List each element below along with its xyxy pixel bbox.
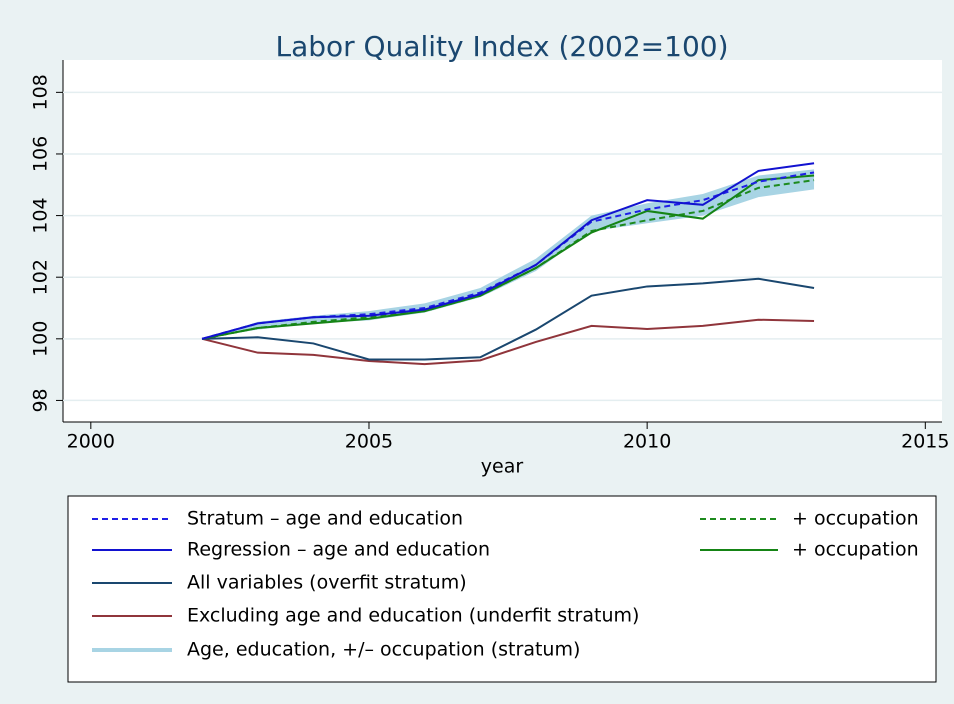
x-tick-label: 2015: [901, 431, 949, 453]
confidence-band: [202, 169, 815, 339]
y-tick-label: 106: [30, 136, 52, 172]
plot-area: [63, 60, 942, 422]
y-tick-label: 98: [30, 388, 52, 412]
line-series: [201, 162, 815, 340]
legend-label: Stratum – age and education: [187, 508, 463, 530]
x-axis-title: year: [481, 456, 524, 478]
legend-label: Regression – age and education: [187, 539, 490, 561]
x-tick-label: 2005: [345, 431, 393, 453]
legend-label: Age, education, +/– occupation (stratum): [187, 639, 580, 661]
y-tick-label: 100: [30, 321, 52, 357]
x-tick-label: 2010: [623, 431, 671, 453]
x-tick-label: 2000: [67, 431, 115, 453]
y-tick-label: 108: [30, 74, 52, 110]
y-tick-label: 102: [30, 259, 52, 295]
line-series: [201, 174, 815, 340]
chart-title: Labor Quality Index (2002=100): [275, 30, 728, 63]
legend-box: [67, 495, 937, 683]
legend-label: + occupation: [792, 539, 919, 561]
line-series: [202, 277, 815, 361]
legend-label: All variables (overfit stratum): [187, 572, 467, 594]
line-series: [201, 318, 815, 366]
legend-label: Excluding age and education (underfit st…: [187, 605, 639, 627]
y-tick-label: 104: [30, 197, 52, 233]
legend-label: + occupation: [792, 508, 919, 530]
